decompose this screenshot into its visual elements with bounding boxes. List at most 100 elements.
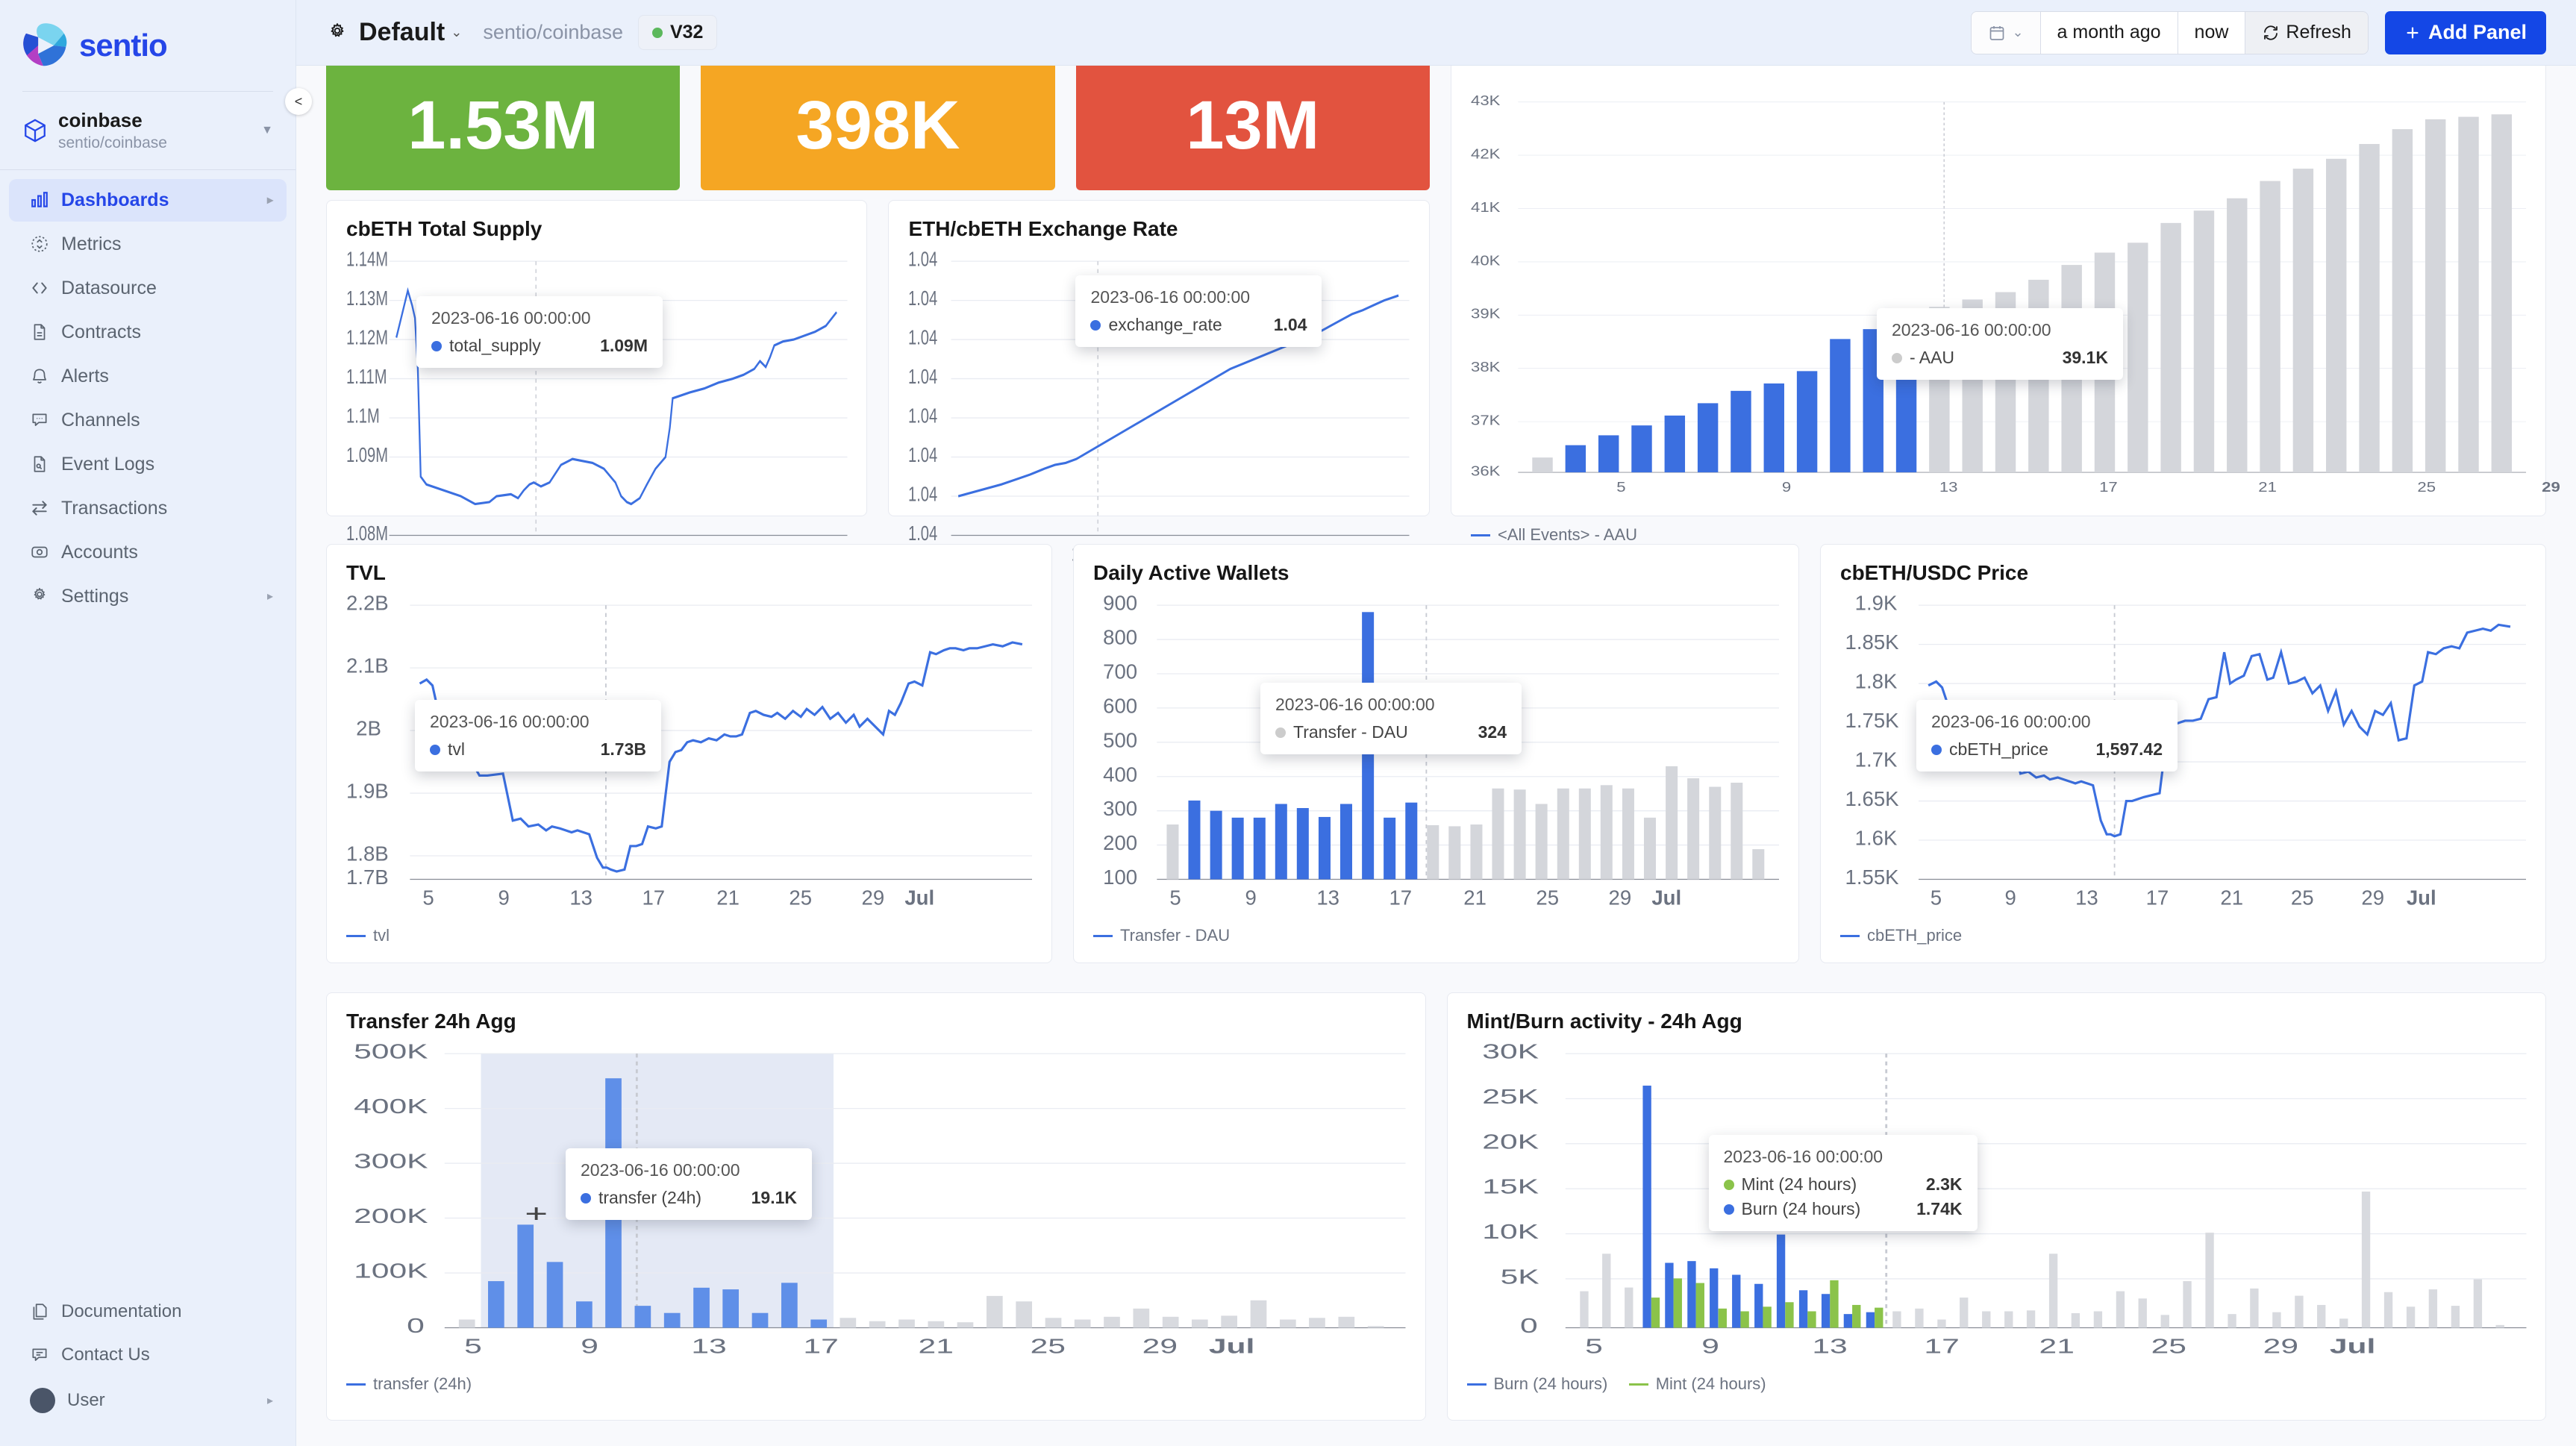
svg-text:Jul: Jul bbox=[904, 886, 934, 910]
svg-text:41K: 41K bbox=[1471, 201, 1501, 216]
svg-text:21: 21 bbox=[919, 1335, 954, 1358]
svg-text:21: 21 bbox=[716, 886, 740, 910]
svg-text:1.7B: 1.7B bbox=[346, 866, 389, 889]
svg-text:1.04: 1.04 bbox=[908, 327, 937, 350]
svg-text:1.8B: 1.8B bbox=[346, 842, 389, 866]
svg-text:1.8K: 1.8K bbox=[1855, 670, 1898, 693]
svg-text:25: 25 bbox=[1536, 886, 1559, 910]
svg-text:1.04: 1.04 bbox=[908, 405, 937, 428]
svg-text:9: 9 bbox=[1245, 886, 1256, 910]
svg-text:+: + bbox=[525, 1200, 548, 1228]
svg-text:42K: 42K bbox=[1471, 147, 1501, 162]
svg-text:100: 100 bbox=[1103, 866, 1137, 889]
svg-text:700: 700 bbox=[1103, 660, 1137, 683]
svg-text:500: 500 bbox=[1103, 728, 1137, 751]
svg-text:5: 5 bbox=[1169, 886, 1181, 910]
svg-text:5: 5 bbox=[422, 886, 434, 910]
svg-text:5: 5 bbox=[1585, 1335, 1603, 1358]
svg-text:29: 29 bbox=[2542, 481, 2560, 495]
svg-text:21: 21 bbox=[2039, 1335, 2074, 1358]
svg-text:25: 25 bbox=[789, 886, 812, 910]
svg-text:43K: 43K bbox=[1471, 94, 1501, 109]
svg-text:5K: 5K bbox=[1500, 1265, 1539, 1289]
svg-text:29: 29 bbox=[2263, 1335, 2298, 1358]
svg-text:1.55K: 1.55K bbox=[1845, 866, 1900, 889]
svg-text:9: 9 bbox=[498, 886, 509, 910]
svg-text:29: 29 bbox=[1609, 886, 1632, 910]
svg-text:29: 29 bbox=[1142, 1335, 1178, 1358]
svg-text:39K: 39K bbox=[1471, 307, 1501, 322]
svg-text:1.6K: 1.6K bbox=[1855, 827, 1898, 850]
svg-text:21: 21 bbox=[2258, 481, 2277, 495]
svg-text:1.08M: 1.08M bbox=[346, 522, 388, 545]
svg-text:17: 17 bbox=[2146, 886, 2169, 910]
svg-text:38K: 38K bbox=[1471, 360, 1501, 375]
svg-text:1.04: 1.04 bbox=[908, 248, 937, 272]
svg-text:37K: 37K bbox=[1471, 413, 1501, 428]
svg-text:21: 21 bbox=[2220, 886, 2243, 910]
svg-text:0: 0 bbox=[407, 1314, 425, 1337]
svg-text:13: 13 bbox=[1316, 886, 1339, 910]
svg-text:15K: 15K bbox=[1482, 1175, 1539, 1198]
svg-text:600: 600 bbox=[1103, 694, 1137, 717]
svg-text:21: 21 bbox=[1463, 886, 1486, 910]
svg-text:1.75K: 1.75K bbox=[1845, 709, 1900, 732]
svg-text:25: 25 bbox=[1031, 1335, 1066, 1358]
svg-text:1.04: 1.04 bbox=[908, 483, 937, 507]
svg-text:1.09M: 1.09M bbox=[346, 444, 388, 467]
svg-text:9: 9 bbox=[2005, 886, 2016, 910]
svg-text:5: 5 bbox=[1616, 481, 1625, 495]
svg-text:1.13M: 1.13M bbox=[346, 287, 388, 310]
svg-text:29: 29 bbox=[2361, 886, 2384, 910]
svg-text:17: 17 bbox=[2099, 481, 2118, 495]
svg-text:30K: 30K bbox=[1482, 1040, 1539, 1063]
svg-text:300: 300 bbox=[1103, 797, 1137, 820]
svg-text:13: 13 bbox=[1812, 1335, 1847, 1358]
svg-text:1.9B: 1.9B bbox=[346, 780, 389, 803]
svg-text:36K: 36K bbox=[1471, 464, 1501, 479]
svg-text:20K: 20K bbox=[1482, 1130, 1539, 1154]
svg-text:1.12M: 1.12M bbox=[346, 327, 388, 350]
svg-text:900: 900 bbox=[1103, 592, 1137, 615]
svg-text:1.04: 1.04 bbox=[908, 287, 937, 310]
svg-text:1.7K: 1.7K bbox=[1855, 748, 1898, 771]
svg-text:10K: 10K bbox=[1482, 1221, 1539, 1244]
svg-text:500K: 500K bbox=[354, 1040, 428, 1063]
svg-text:300K: 300K bbox=[354, 1150, 428, 1173]
svg-text:1.11M: 1.11M bbox=[346, 366, 387, 389]
svg-text:2.2B: 2.2B bbox=[346, 592, 389, 615]
svg-text:9: 9 bbox=[581, 1335, 598, 1358]
svg-text:400: 400 bbox=[1103, 763, 1137, 786]
svg-text:0: 0 bbox=[1519, 1314, 1537, 1337]
svg-text:1.65K: 1.65K bbox=[1845, 787, 1900, 810]
svg-text:13: 13 bbox=[691, 1335, 726, 1358]
svg-text:1.85K: 1.85K bbox=[1845, 630, 1900, 654]
svg-text:13: 13 bbox=[1939, 481, 1958, 495]
svg-text:1.04: 1.04 bbox=[908, 366, 937, 389]
svg-text:13: 13 bbox=[569, 886, 593, 910]
svg-text:9: 9 bbox=[1701, 1335, 1719, 1358]
svg-text:2B: 2B bbox=[356, 717, 381, 740]
svg-text:25: 25 bbox=[2417, 481, 2436, 495]
svg-text:40K: 40K bbox=[1471, 254, 1501, 269]
svg-text:1.9K: 1.9K bbox=[1855, 592, 1898, 615]
svg-text:1.04: 1.04 bbox=[908, 444, 937, 467]
svg-text:Jul: Jul bbox=[2407, 886, 2436, 910]
svg-text:17: 17 bbox=[1924, 1335, 1959, 1358]
svg-text:17: 17 bbox=[642, 886, 665, 910]
svg-text:5: 5 bbox=[1931, 886, 1942, 910]
svg-text:400K: 400K bbox=[354, 1095, 428, 1118]
svg-text:17: 17 bbox=[803, 1335, 838, 1358]
svg-text:200K: 200K bbox=[354, 1205, 428, 1228]
svg-text:2.1B: 2.1B bbox=[346, 654, 389, 677]
svg-text:100K: 100K bbox=[354, 1259, 428, 1283]
svg-text:25: 25 bbox=[2291, 886, 2314, 910]
svg-text:800: 800 bbox=[1103, 626, 1137, 649]
svg-text:25K: 25K bbox=[1482, 1085, 1539, 1108]
svg-text:9: 9 bbox=[1782, 481, 1791, 495]
svg-text:Jul: Jul bbox=[1209, 1335, 1255, 1358]
svg-text:1.1M: 1.1M bbox=[346, 405, 380, 428]
svg-text:17: 17 bbox=[1389, 886, 1412, 910]
svg-text:1.04: 1.04 bbox=[908, 522, 937, 545]
svg-text:25: 25 bbox=[2151, 1335, 2186, 1358]
